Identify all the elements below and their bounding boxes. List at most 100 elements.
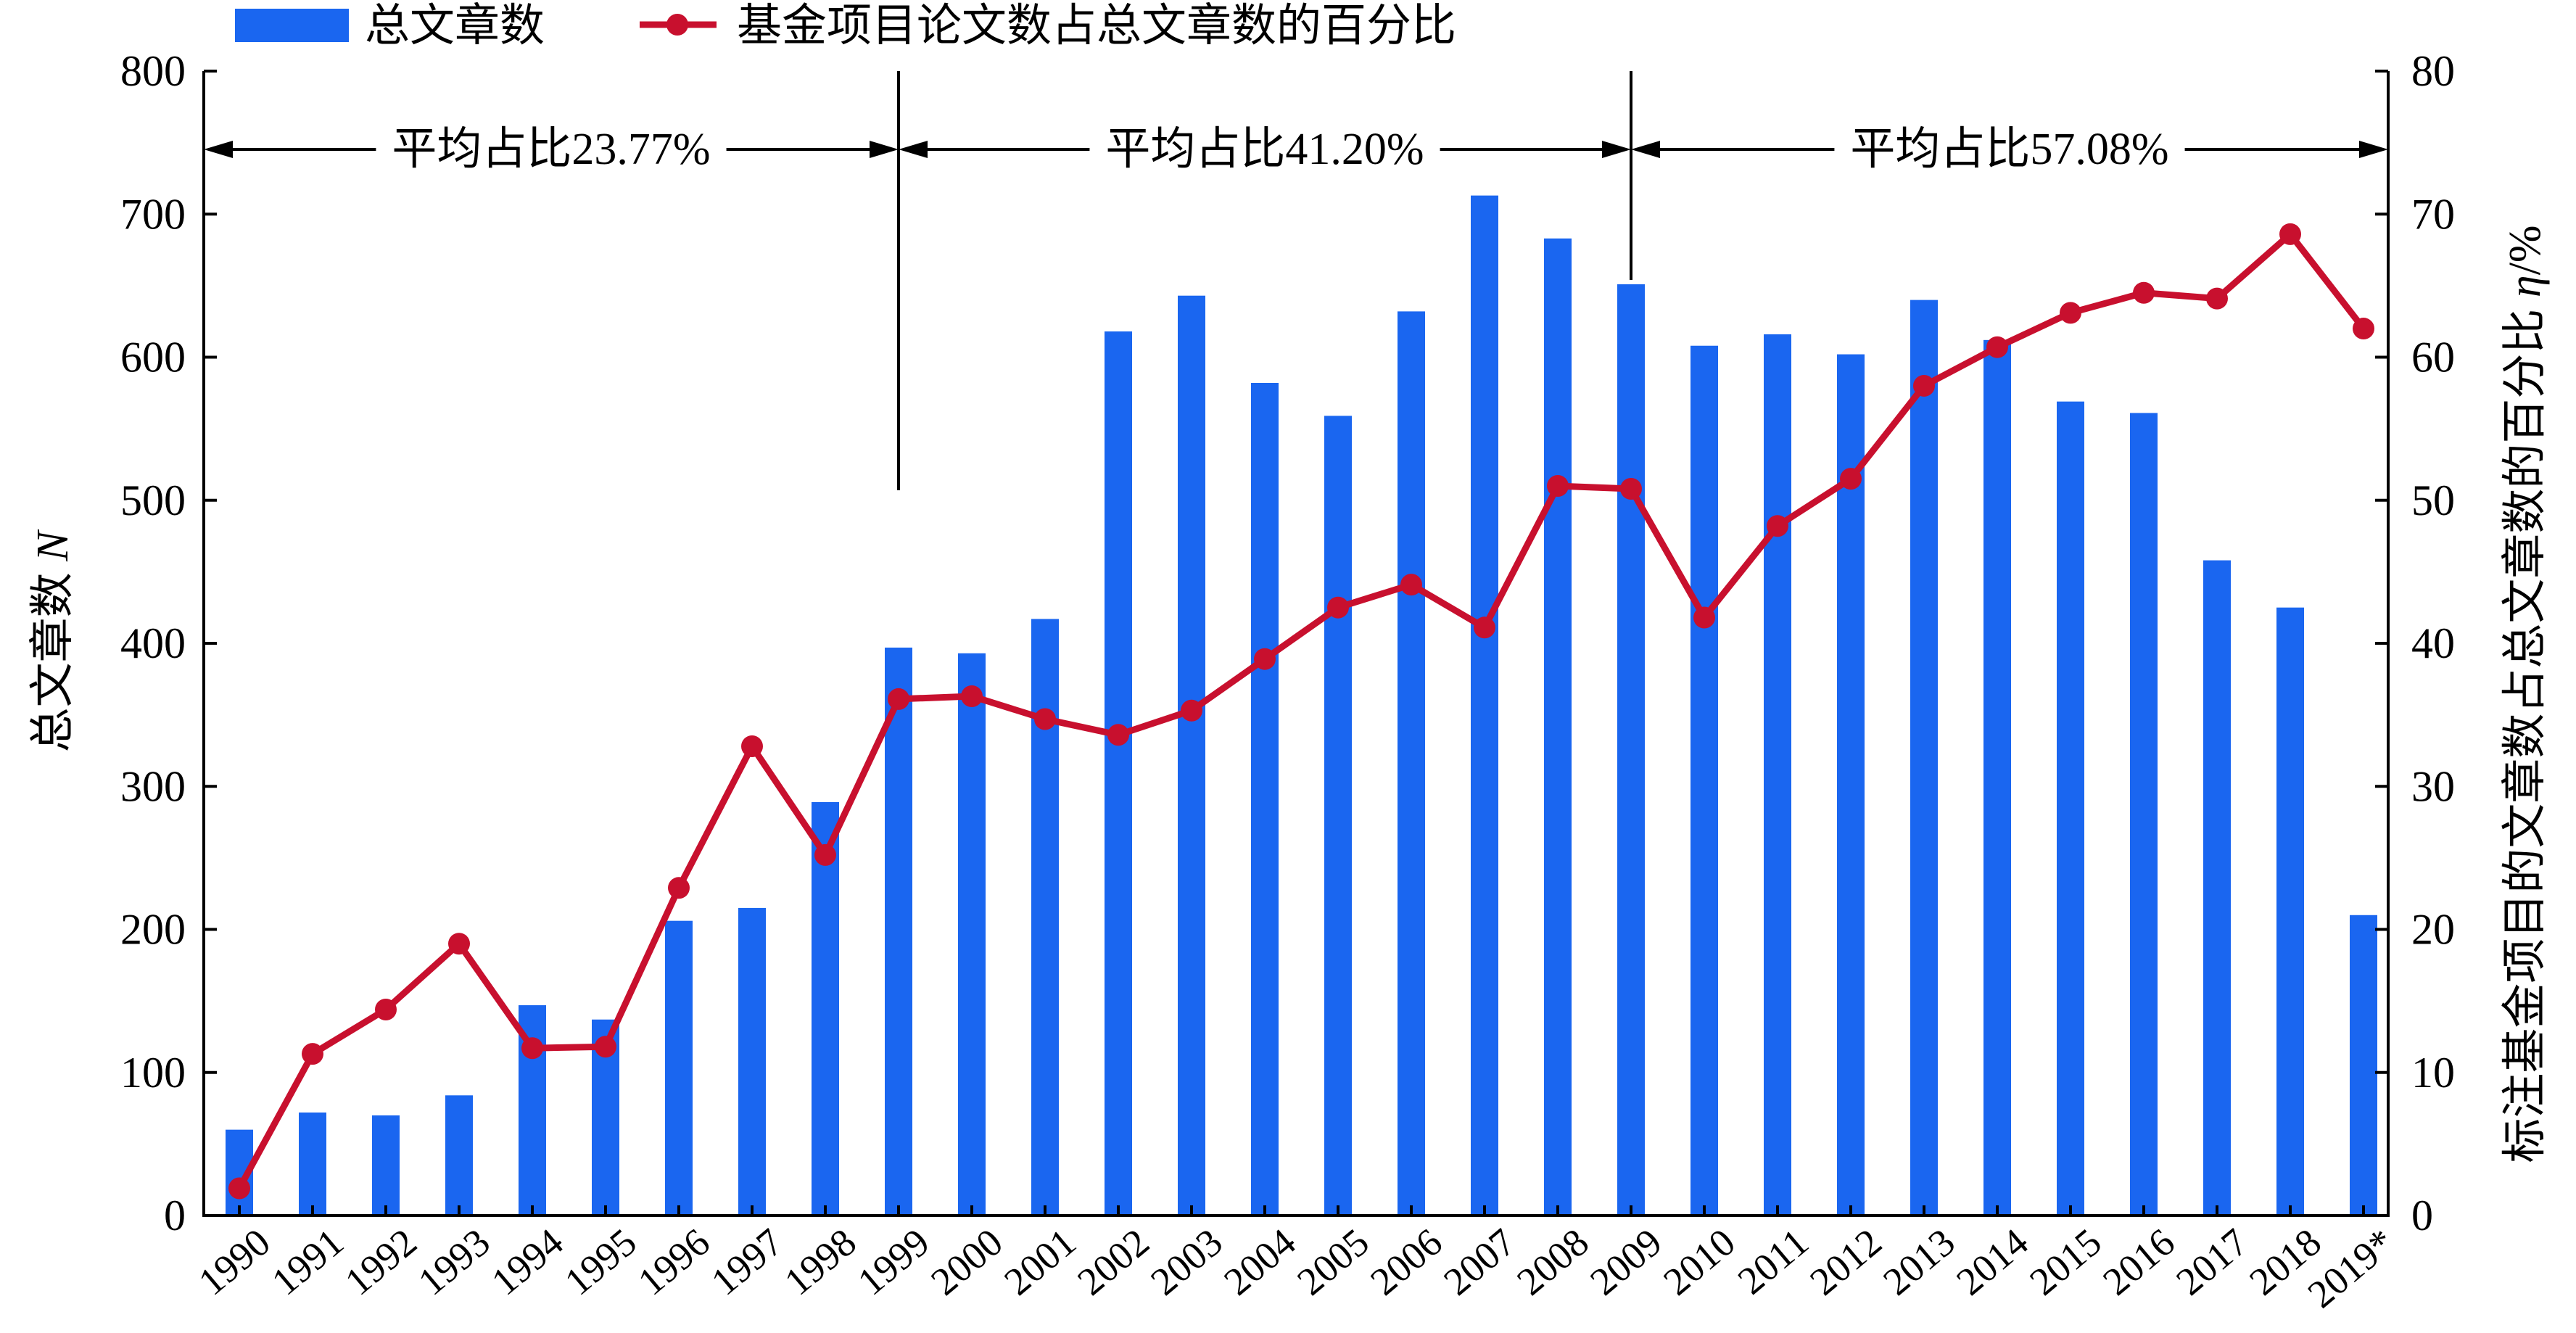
bar-1998 [812, 801, 839, 1216]
y-tick-label-left: 700 [120, 190, 186, 238]
y-tick-label-left: 100 [120, 1049, 186, 1097]
point-2001 [1034, 708, 1056, 730]
x-tick-label-2006: 2006 [1362, 1220, 1450, 1303]
bar-2015 [2057, 401, 2084, 1216]
y-tick-label-left: 500 [120, 476, 186, 524]
x-tick-label-2003: 2003 [1142, 1220, 1230, 1303]
period-label-2: 平均占比41.20% [1105, 125, 1424, 174]
bar-2012 [1837, 354, 1865, 1216]
x-tick-labels: 1990199119921993199419951996199719981999… [190, 1220, 2402, 1316]
period-arrowhead-left [204, 141, 233, 158]
bar-2018 [2276, 607, 2304, 1216]
bar-1996 [665, 920, 693, 1216]
point-1998 [814, 843, 836, 866]
x-tick-label-2007: 2007 [1435, 1220, 1523, 1303]
bar-2003 [1178, 295, 1205, 1216]
point-2009 [1620, 477, 1642, 500]
y-tick-label-right: 0 [2411, 1192, 2433, 1239]
bar-2004 [1251, 383, 1279, 1216]
x-tick-label-1997: 1997 [703, 1220, 790, 1303]
bar-1991 [299, 1112, 326, 1216]
y-tick-label-right: 20 [2411, 906, 2455, 954]
point-1992 [375, 998, 397, 1020]
period-annotations: 平均占比23.77% 平均占比41.20% 平均占比57.08% [204, 71, 2388, 490]
x-tick-label-1995: 1995 [556, 1220, 644, 1303]
bar-2008 [1544, 238, 1572, 1216]
y-tick-label-left: 300 [120, 762, 186, 810]
period-arrowhead-left [1631, 141, 1660, 158]
y-tick-label-right: 80 [2411, 47, 2455, 95]
bar-2011 [1764, 334, 1791, 1216]
x-tick-label-2012: 2012 [1801, 1220, 1889, 1303]
point-2003 [1181, 699, 1202, 722]
point-2011 [1767, 515, 1788, 537]
y-axis-title-right: 标注基金项目的文章数占总文章数的百分比 η/% [2501, 225, 2550, 1163]
bar-2019-star [2350, 915, 2377, 1216]
y-tick-label-left: 600 [120, 334, 186, 381]
x-tick-label-2002: 2002 [1069, 1220, 1157, 1303]
y-tick-label-left: 200 [120, 906, 186, 954]
x-tick-label-2016: 2016 [2094, 1220, 2182, 1303]
point-2005 [1327, 596, 1349, 619]
x-tick-label-2013: 2013 [1875, 1220, 1962, 1303]
bar-1993 [445, 1095, 473, 1216]
legend-swatch-funded-percentage-marker [666, 14, 688, 36]
y-tick-label-right: 40 [2411, 619, 2455, 667]
point-1999 [888, 688, 909, 710]
legend-label-funded-percentage: 基金项目论文数占总文章数的百分比 [737, 1, 1456, 51]
legend-label-total-articles: 总文章数 [365, 1, 545, 51]
x-tick-label-2015: 2015 [2021, 1220, 2109, 1303]
point-2006 [1400, 574, 1422, 596]
y-tick-label-right: 70 [2411, 190, 2455, 238]
point-2019-star [2353, 318, 2374, 340]
point-2012 [1840, 468, 1862, 490]
point-2004 [1254, 648, 1276, 670]
x-tick-label-2001: 2001 [996, 1220, 1083, 1303]
period-arrowhead-right [1602, 141, 1631, 158]
period-arrowhead-right [2359, 141, 2388, 158]
x-tick-label-2005: 2005 [1289, 1220, 1376, 1303]
x-tick-label-1992: 1992 [337, 1220, 424, 1303]
x-tick-label-2009: 2009 [1582, 1220, 1669, 1303]
period-arrowhead-left [899, 141, 928, 158]
point-2010 [1693, 606, 1715, 629]
bar-2002 [1105, 331, 1132, 1216]
point-2000 [961, 685, 983, 707]
x-tick-label-1993: 1993 [410, 1220, 498, 1303]
bar-2014 [1983, 339, 2011, 1216]
x-tick-label-2011: 2011 [1730, 1220, 1817, 1303]
x-tick-label-2000: 2000 [922, 1220, 1010, 1303]
y-tick-label-left: 800 [120, 47, 186, 95]
bar-1992 [372, 1115, 400, 1216]
x-tick-label-1990: 1990 [190, 1220, 278, 1303]
period-arrowhead-right [870, 141, 899, 158]
point-2014 [1986, 336, 2008, 358]
period-label-3: 平均占比57.08% [1850, 125, 2168, 174]
legend: 总文章数 基金项目论文数占总文章数的百分比 [235, 1, 1456, 51]
x-tick-label-2008: 2008 [1508, 1220, 1596, 1303]
x-tick-label-1998: 1998 [776, 1220, 864, 1303]
point-1991 [302, 1043, 323, 1065]
point-1993 [448, 933, 470, 955]
line-series-funded-percentage [228, 223, 2374, 1200]
y-tick-label-right: 30 [2411, 762, 2455, 810]
bar-2016 [2130, 413, 2158, 1216]
y-tick-label-right: 50 [2411, 476, 2455, 524]
y-tick-label-left: 0 [164, 1192, 186, 1239]
x-tick-label-2017: 2017 [2168, 1220, 2255, 1303]
y-tick-label-right: 10 [2411, 1049, 2455, 1097]
point-2002 [1107, 724, 1129, 746]
bar-2009 [1617, 284, 1645, 1216]
point-2013 [1913, 374, 1935, 397]
y-tick-label-right: 60 [2411, 334, 2455, 381]
bar-2000 [958, 653, 986, 1216]
point-1995 [595, 1036, 616, 1058]
x-tick-label-2019-star: 2019* [2300, 1220, 2403, 1316]
bar-series-total-articles [226, 195, 2377, 1216]
point-2017 [2206, 287, 2228, 310]
point-2016 [2133, 281, 2155, 304]
point-1994 [521, 1037, 543, 1060]
point-2015 [2060, 302, 2081, 324]
y-axis-title-left: 总文章数 N [28, 529, 78, 753]
x-tick-label-1994: 1994 [483, 1220, 571, 1303]
